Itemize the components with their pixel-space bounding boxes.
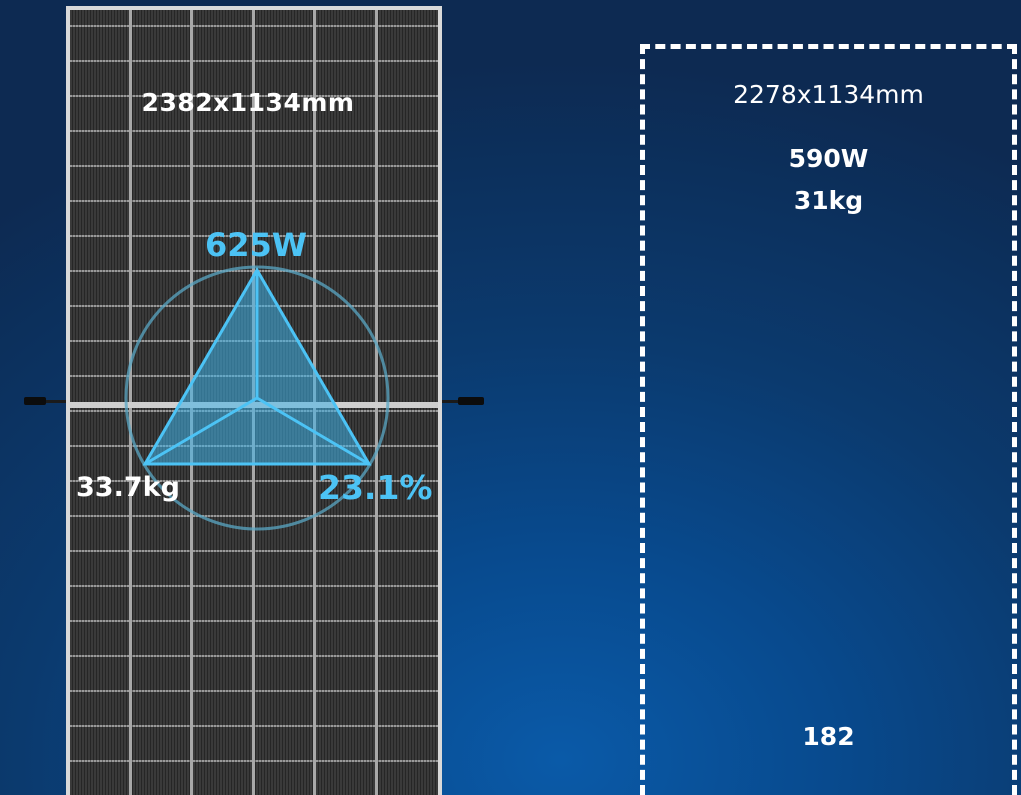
panel-center-bar: [70, 402, 438, 408]
weight-label: 33.7kg: [76, 472, 180, 503]
comparison-power-label: 590W: [788, 144, 869, 173]
comparison-weight-label: 31kg: [793, 186, 864, 215]
solar-panel-image: [66, 6, 442, 795]
right-connector: [458, 397, 484, 405]
comparison-dimensions-label: 2278x1134mm: [733, 80, 924, 109]
solar-panel-cells: [70, 10, 438, 795]
panel-dimensions-label: 2382x1134mm: [141, 88, 355, 117]
efficiency-label: 23.1%: [318, 468, 433, 507]
comparison-cell-size-label: 182: [802, 722, 855, 751]
power-label: 625W: [204, 226, 308, 264]
left-cable: [34, 400, 68, 403]
left-connector: [24, 397, 46, 405]
comparison-outline: [640, 44, 1017, 795]
